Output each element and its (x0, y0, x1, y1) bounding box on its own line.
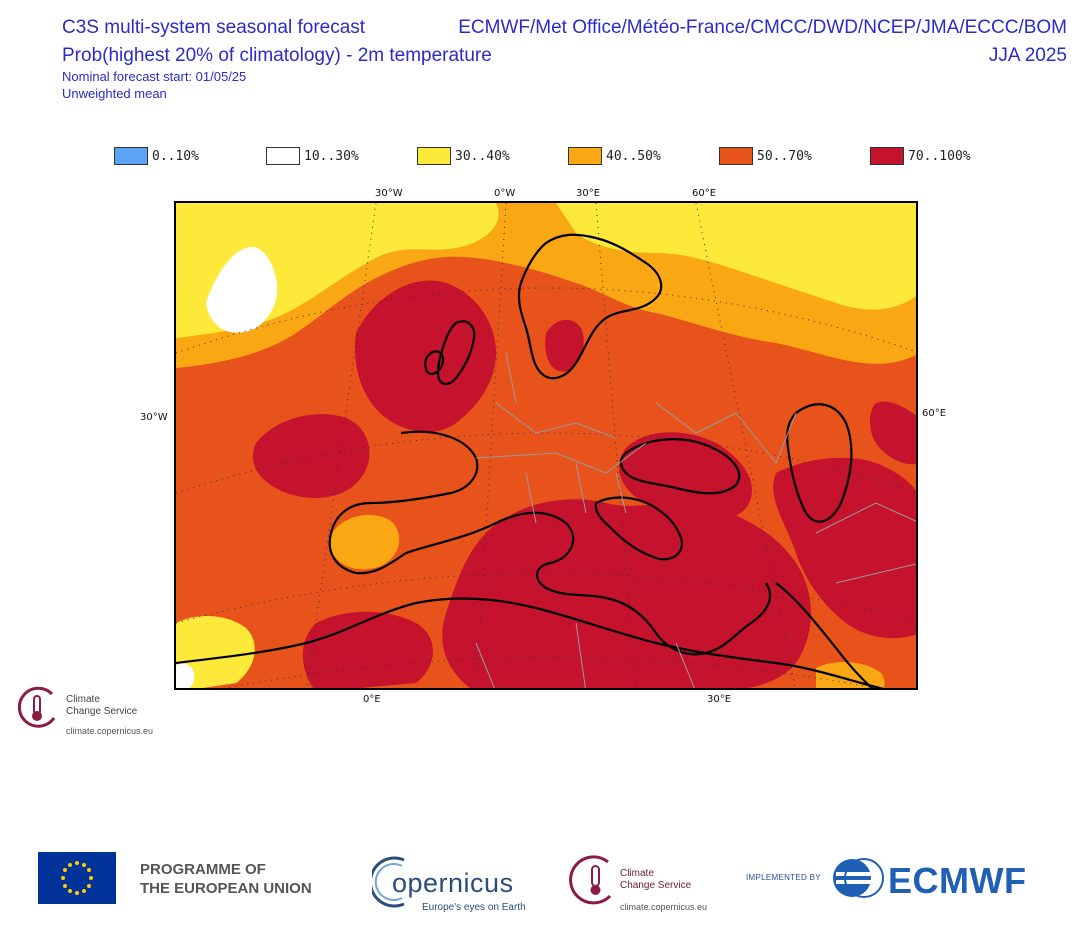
legend-swatch (266, 147, 300, 165)
axis-label-top-30e: 30°E (576, 188, 601, 199)
region-30-40-scand (556, 203, 916, 310)
c3s-logo-line2: Change Service (620, 880, 692, 891)
eu-line2: THE EUROPEAN UNION (140, 880, 312, 897)
c3s-watermark-line2: Change Service (66, 706, 138, 717)
copernicus-logo: opernicus Europe's eyes on Earth (372, 848, 532, 916)
implemented-by-text: IMPLEMENTED BY (746, 873, 821, 882)
legend-item-0-10: 0..10% (114, 147, 199, 165)
legend-item-30-40: 30..40% (417, 147, 510, 165)
region-40-50-iberia (330, 514, 400, 570)
forecast-start: Nominal forecast start: 01/05/25 (62, 69, 247, 84)
legend-label: 0..10% (152, 148, 199, 164)
eu-line1: PROGRAMME OF (140, 861, 266, 878)
ecmwf-emblem-icon (833, 858, 884, 898)
legend-item-50-70: 50..70% (719, 147, 812, 165)
legend-label: 10..30% (304, 148, 359, 164)
ecmwf-logo: ECMWF (832, 852, 1052, 904)
copernicus-tagline: Europe's eyes on Earth (422, 902, 526, 913)
map-canvas (176, 203, 916, 688)
graticule (176, 203, 916, 688)
map-subtitle: Prob(highest 20% of climatology) - 2m te… (62, 45, 492, 66)
axis-label-left-30w: 30°W (140, 412, 168, 423)
season-label: JJA 2025 (988, 45, 1067, 66)
ecmwf-wordmark: ECMWF (888, 860, 1027, 901)
header-right: ECMWF/Met Office/Météo-France/CMCC/DWD/N… (458, 16, 1067, 68)
footer-logos: PROGRAMME OF THE EUROPEAN UNION opernicu… (0, 840, 1080, 920)
eu-flag-icon (38, 852, 116, 904)
legend-swatch (870, 147, 904, 165)
copernicus-c-icon (372, 856, 405, 908)
region-70-100-west (252, 414, 370, 498)
eu-programme-text: PROGRAMME OF THE EUROPEAN UNION (140, 860, 312, 898)
model-list: ECMWF/Met Office/Météo-France/CMCC/DWD/N… (458, 17, 1067, 38)
legend-label: 40..50% (606, 148, 661, 164)
region-70-100-east (773, 457, 916, 639)
region-70-100-atlantic (355, 280, 496, 433)
c3s-logo-line1: Climate (620, 868, 654, 879)
c3s-logo-url: climate.copernicus.eu (620, 902, 708, 912)
map-title: C3S multi-system seasonal forecast (62, 17, 366, 38)
legend-label: 70..100% (908, 148, 971, 164)
copernicus-wordmark: opernicus (392, 868, 514, 898)
axis-label-bottom-0e: 0°E (363, 694, 381, 705)
legend-swatch (114, 147, 148, 165)
c3s-thermometer-icon (17, 686, 56, 728)
region-10-30-sw-corner (176, 663, 195, 688)
region-70-100-med (442, 499, 811, 688)
axis-label-top-0w: 0°W (494, 188, 516, 199)
axis-label-right-60e: 60°E (922, 408, 947, 419)
country-borders (475, 352, 916, 688)
legend-label: 50..70% (757, 148, 812, 164)
c3s-watermark-url: climate.copernicus.eu (66, 726, 154, 736)
coastlines (176, 233, 885, 688)
axis-label-top-60e: 60°E (692, 188, 717, 199)
region-70-100-africa (302, 611, 433, 688)
legend-swatch (417, 147, 451, 165)
axis-label-bottom-30e: 30°E (707, 694, 732, 705)
legend-item-40-50: 40..50% (568, 147, 661, 165)
legend-swatch (568, 147, 602, 165)
axis-label-top-30w: 30°W (375, 188, 403, 199)
legend-item-70-100: 70..100% (870, 147, 971, 165)
legend-label: 30..40% (455, 148, 510, 164)
c3s-logo: Climate Change Service climate.copernicu… (566, 848, 726, 916)
c3s-watermark-line1: Climate (66, 694, 100, 705)
c3s-watermark-name: Climate Change Service (66, 694, 137, 718)
legend: 0..10% 10..30% 30..40% 40..50% 50..70% 7… (0, 147, 1080, 169)
legend-item-10-30: 10..30% (266, 147, 359, 165)
region-70-100-caspian (870, 401, 916, 465)
probability-map (174, 201, 918, 690)
region-70-100-blacksea (619, 432, 752, 520)
c3s-logo-icon (569, 855, 612, 905)
legend-swatch (719, 147, 753, 165)
region-10-30-greenland (206, 247, 278, 333)
region-30-40-sw (176, 616, 255, 688)
header-left: C3S multi-system seasonal forecast Prob(… (62, 16, 492, 102)
region-70-100-scand (545, 319, 584, 372)
weighting-note: Unweighted mean (62, 86, 167, 101)
region-40-50-se (816, 662, 885, 688)
c3s-logo-name: Climate Change Service (620, 868, 691, 892)
c3s-watermark: Climate Change Service climate.copernicu… (14, 682, 174, 742)
